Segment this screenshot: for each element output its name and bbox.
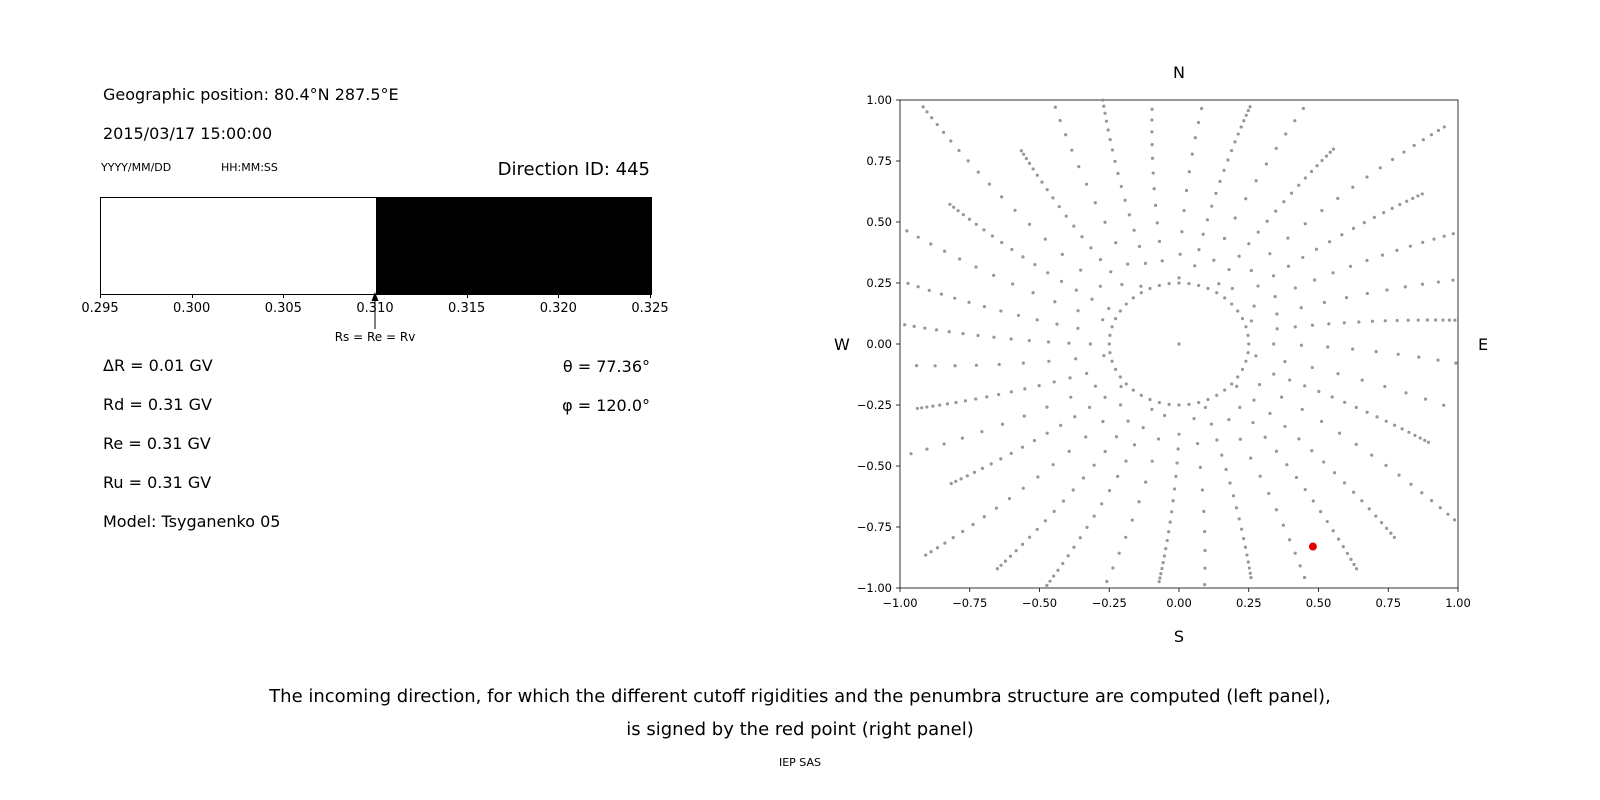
x-tick-label: −0.25 bbox=[1092, 596, 1127, 610]
penumbra-chart: 0.295 0.300 0.305 0.310 0.315 0.320 0.325 Rs =… bbox=[81, 197, 669, 357]
y-tick-label: 0.50 bbox=[866, 215, 892, 229]
penumbra-tick-mark bbox=[283, 294, 285, 298]
compass-west-label: W bbox=[834, 335, 850, 354]
phi-value: φ = 120.0° bbox=[562, 396, 650, 415]
y-tick-label: 0.00 bbox=[866, 337, 892, 351]
penumbra-tick-label: 0.320 bbox=[539, 301, 577, 316]
penumbra-segment bbox=[376, 198, 651, 294]
param-model: Model: Tsyganenko 05 bbox=[103, 512, 281, 531]
y-tick-label: 0.75 bbox=[866, 154, 892, 168]
penumbra-tick-label: 0.325 bbox=[631, 301, 669, 316]
penumbra-segment bbox=[101, 198, 376, 294]
x-tick-label: 1.00 bbox=[1445, 596, 1471, 610]
cutoff-rigidity-arrow bbox=[371, 292, 379, 329]
param-delta-r: ΔR = 0.01 GV bbox=[103, 356, 213, 375]
direction-id: Direction ID: 445 bbox=[497, 159, 650, 180]
param-rd: Rd = 0.31 GV bbox=[103, 395, 212, 414]
x-tick-label: 0.00 bbox=[1166, 596, 1192, 610]
cutoff-arrow-label: Rs = Re = Rv bbox=[334, 330, 416, 344]
compass-south-label: S bbox=[1174, 627, 1184, 646]
penumbra-tick-mark bbox=[650, 294, 651, 298]
caption-line-2: is signed by the red point (right panel) bbox=[626, 719, 974, 740]
y-tick-label: −0.50 bbox=[857, 459, 892, 473]
time-format-label: HH:MM:SS bbox=[221, 161, 278, 174]
penumbra-tick-mark bbox=[100, 294, 101, 298]
y-tick-label: −0.75 bbox=[857, 520, 892, 534]
y-tick-label: −0.25 bbox=[857, 398, 892, 412]
penumbra-tick-label: 0.305 bbox=[264, 301, 302, 316]
penumbra-tick-mark bbox=[466, 294, 468, 298]
incoming-direction-red-point bbox=[1308, 542, 1317, 551]
date-format-label: YYYY/MM/DD bbox=[101, 161, 172, 174]
x-tick-label: 0.75 bbox=[1375, 596, 1401, 610]
compass-north-label: N bbox=[1173, 63, 1185, 82]
direction-map-plot: −1.00 −0.75 −0.50 −0.25 0.00 0.25 0.50 0.75 1.00… bbox=[834, 63, 1488, 646]
compass-east-label: E bbox=[1478, 335, 1488, 354]
x-tick-label: −0.75 bbox=[952, 596, 987, 610]
y-tick-label: 0.25 bbox=[866, 276, 892, 290]
datetime-format-row: YYYY/MM/DD HH:MM:SS bbox=[101, 161, 421, 175]
x-tick-label: 0.25 bbox=[1236, 596, 1262, 610]
theta-value: θ = 77.36° bbox=[562, 357, 650, 376]
param-ru: Ru = 0.31 GV bbox=[103, 473, 212, 492]
param-re: Re = 0.31 GV bbox=[103, 434, 211, 453]
penumbra-tick-label: 0.300 bbox=[173, 301, 211, 316]
credit-label: IEP SAS bbox=[778, 756, 822, 769]
x-tick-label: 0.50 bbox=[1306, 596, 1332, 610]
y-tick-label: −1.00 bbox=[857, 581, 892, 595]
penumbra-tick-label: 0.315 bbox=[448, 301, 486, 316]
x-tick-label: −0.50 bbox=[1022, 596, 1057, 610]
penumbra-tick-mark bbox=[191, 294, 193, 298]
asymptotic-direction-dots bbox=[903, 98, 1458, 587]
penumbra-tick-mark bbox=[558, 294, 560, 298]
penumbra-tick-label: 0.295 bbox=[81, 301, 119, 316]
x-tick-label: −1.00 bbox=[882, 596, 917, 610]
y-tick-label: 1.00 bbox=[866, 93, 892, 107]
direction-angles: θ = 77.36° φ = 120.0° bbox=[450, 357, 650, 435]
datetime-value: 2015/03/17 15:00:00 bbox=[103, 124, 273, 143]
penumbra-plot-area bbox=[100, 197, 652, 295]
geographic-position: Geographic position: 80.4°N 287.5°E bbox=[103, 85, 399, 104]
rigidity-parameters: ΔR = 0.01 GV Rd = 0.31 GV Re = 0.31 GV R… bbox=[103, 356, 280, 551]
caption-line-1: The incoming direction, for which the di… bbox=[269, 686, 1331, 707]
